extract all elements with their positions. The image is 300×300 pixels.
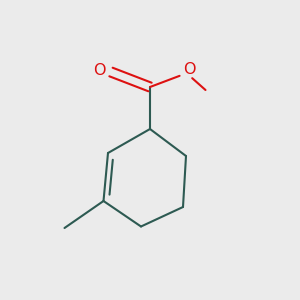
Text: O: O <box>93 63 106 78</box>
Text: O: O <box>183 62 195 77</box>
